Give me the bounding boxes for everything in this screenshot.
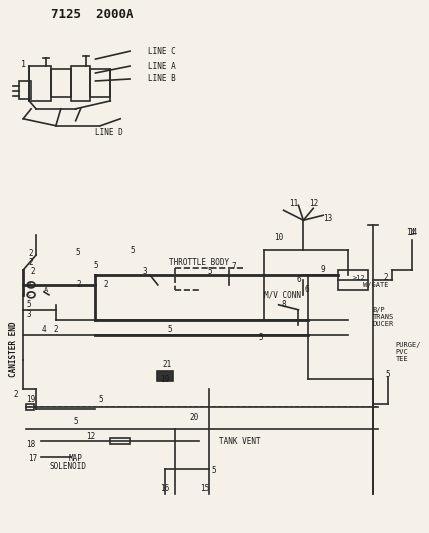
Bar — [71, 66, 91, 101]
Bar — [29, 66, 51, 101]
Text: 13: 13 — [323, 214, 333, 223]
Text: LINE D: LINE D — [95, 128, 123, 137]
Text: PVC: PVC — [396, 349, 408, 354]
Text: 5: 5 — [27, 300, 31, 309]
Text: 2: 2 — [383, 273, 388, 282]
Text: 2: 2 — [103, 280, 108, 289]
Bar — [157, 372, 173, 382]
Text: CANISTER END: CANISTER END — [9, 322, 18, 377]
Text: 5: 5 — [385, 370, 390, 379]
Text: B/P: B/P — [373, 307, 385, 313]
Text: TANK VENT: TANK VENT — [219, 437, 261, 446]
Text: 15: 15 — [200, 484, 209, 494]
Text: 2: 2 — [54, 325, 58, 334]
Bar — [19, 81, 31, 99]
Text: 7125  2000A: 7125 2000A — [51, 8, 133, 21]
Text: 5: 5 — [73, 417, 78, 426]
Bar — [91, 69, 110, 97]
Text: 5: 5 — [167, 325, 172, 334]
Text: PURGE/: PURGE/ — [396, 342, 421, 348]
Text: 21: 21 — [162, 360, 171, 369]
Text: 3: 3 — [27, 310, 31, 319]
Text: 18: 18 — [27, 440, 36, 449]
Text: 6: 6 — [296, 276, 301, 285]
Bar — [51, 69, 71, 97]
Text: 10: 10 — [274, 232, 283, 241]
Text: 14: 14 — [408, 228, 417, 237]
Text: 19: 19 — [160, 375, 169, 384]
Text: 2: 2 — [76, 280, 81, 289]
Text: 5: 5 — [259, 333, 263, 342]
Text: 7: 7 — [232, 262, 236, 271]
Bar — [338, 270, 368, 290]
Text: 4: 4 — [42, 325, 46, 334]
Bar — [26, 404, 34, 410]
Bar — [110, 438, 130, 444]
Text: 17: 17 — [28, 455, 38, 464]
Text: 5: 5 — [76, 247, 80, 256]
Text: A: A — [44, 287, 48, 293]
Text: LINE C: LINE C — [148, 46, 175, 55]
Text: >12: >12 — [353, 275, 366, 281]
Text: LINE B: LINE B — [148, 75, 175, 84]
Text: 2: 2 — [29, 248, 33, 257]
Text: 2: 2 — [14, 390, 18, 399]
Text: 20: 20 — [190, 413, 199, 422]
Text: 6: 6 — [304, 285, 308, 294]
Text: B: B — [27, 282, 31, 287]
Text: 3: 3 — [142, 268, 147, 277]
Text: 8: 8 — [281, 300, 286, 309]
Text: 1: 1 — [21, 60, 26, 69]
Text: 2: 2 — [29, 257, 33, 266]
Text: 12: 12 — [86, 432, 95, 441]
Text: THROTTLE BODY: THROTTLE BODY — [169, 257, 230, 266]
Text: 16: 16 — [160, 484, 169, 494]
Text: 11: 11 — [289, 199, 298, 208]
Text: M/V CONN: M/V CONN — [264, 290, 301, 300]
Text: TEE: TEE — [396, 356, 408, 361]
Text: 5: 5 — [131, 246, 136, 255]
Text: 14: 14 — [406, 228, 415, 237]
Text: LINE A: LINE A — [148, 61, 175, 70]
Text: 5: 5 — [93, 261, 98, 270]
Text: 5: 5 — [98, 395, 103, 404]
Text: 5: 5 — [212, 466, 217, 475]
Text: 12: 12 — [308, 199, 318, 208]
Text: SOLENOID: SOLENOID — [49, 463, 86, 472]
Text: 2: 2 — [31, 268, 35, 277]
Text: C: C — [27, 293, 31, 297]
Text: 9: 9 — [321, 265, 326, 274]
Text: 5: 5 — [207, 268, 211, 277]
Text: W/GATE: W/GATE — [363, 282, 388, 288]
Text: MAP: MAP — [69, 455, 83, 464]
Text: 19: 19 — [27, 395, 36, 404]
Text: TRANS: TRANS — [373, 314, 394, 320]
Text: DUCER: DUCER — [373, 321, 394, 327]
